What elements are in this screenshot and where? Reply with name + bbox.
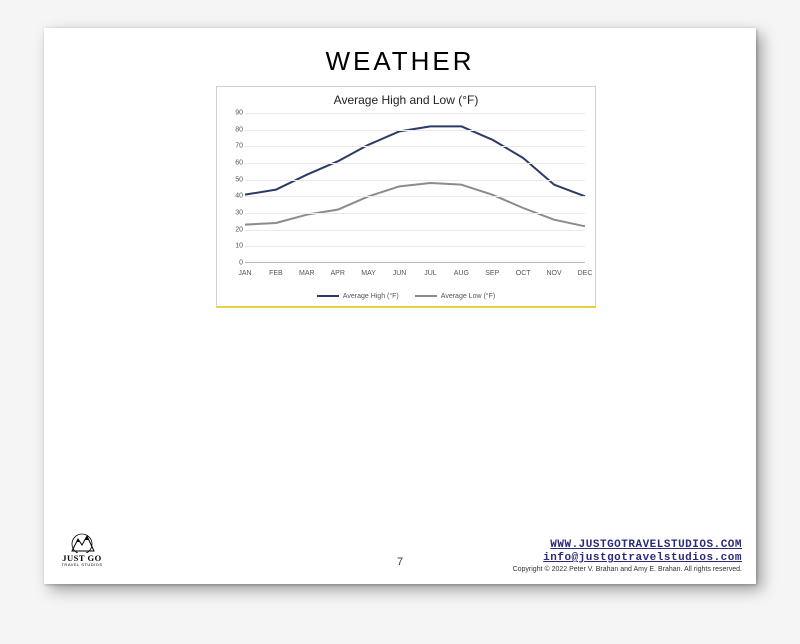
chart-gridline [245,146,585,147]
chart-ytick: 40 [223,193,243,200]
chart-xtick: JUL [424,270,436,277]
logo-text-sub: TRAVEL STUDIOS [54,563,110,567]
chart-ytick: 0 [223,260,243,267]
chart-ytick: 10 [223,243,243,250]
chart-ytick: 70 [223,143,243,150]
page-title: WEATHER [44,46,756,77]
weather-chart: Average High and Low (°F) 01020304050607… [216,86,596,308]
chart-xtick: APR [331,270,345,277]
chart-gridline [245,246,585,247]
chart-series-line [245,183,585,226]
chart-xtick: SEP [485,270,499,277]
mountain-icon [62,531,102,553]
chart-ytick: 80 [223,126,243,133]
chart-xtick: JAN [238,270,251,277]
chart-ytick: 20 [223,226,243,233]
footer: WWW.JUSTGOTRAVELSTUDIOS.COM info@justgot… [513,539,742,573]
page-number: 7 [397,556,403,568]
legend-swatch [317,295,339,297]
chart-series-line [245,126,585,196]
website-link[interactable]: WWW.JUSTGOTRAVELSTUDIOS.COM [513,539,742,551]
chart-ytick: 50 [223,176,243,183]
chart-xtick: MAY [361,270,376,277]
chart-ytick: 30 [223,210,243,217]
chart-gridline [245,163,585,164]
chart-gridline [245,196,585,197]
document-page: WEATHER Average High and Low (°F) 010203… [44,28,756,584]
legend-label: Average Low (°F) [441,293,495,300]
chart-xtick: OCT [516,270,531,277]
legend-item: Average Low (°F) [415,293,495,300]
email-link[interactable]: info@justgotravelstudios.com [513,552,742,564]
chart-xtick: JUN [393,270,407,277]
chart-xtick: AUG [454,270,469,277]
legend-item: Average High (°F) [317,293,399,300]
legend-label: Average High (°F) [343,293,399,300]
chart-xtick: DEC [578,270,593,277]
chart-gridline [245,180,585,181]
chart-xtick: MAR [299,270,315,277]
chart-ytick: 60 [223,160,243,167]
chart-lines [245,113,585,263]
chart-plot-area: 0102030405060708090JANFEBMARAPRMAYJUNJUL… [245,113,585,263]
chart-ytick: 90 [223,110,243,117]
chart-gridline [245,213,585,214]
chart-gridline [245,113,585,114]
chart-xtick: NOV [546,270,561,277]
legend-swatch [415,295,437,297]
chart-gridline [245,230,585,231]
chart-xtick: FEB [269,270,283,277]
copyright-text: Copyright © 2022 Peter V. Brahan and Amy… [513,566,742,573]
chart-title: Average High and Low (°F) [217,87,595,107]
brand-logo: JUST GO TRAVEL STUDIOS [54,531,110,573]
chart-legend: Average High (°F) Average Low (°F) [217,293,595,300]
chart-gridline [245,130,585,131]
